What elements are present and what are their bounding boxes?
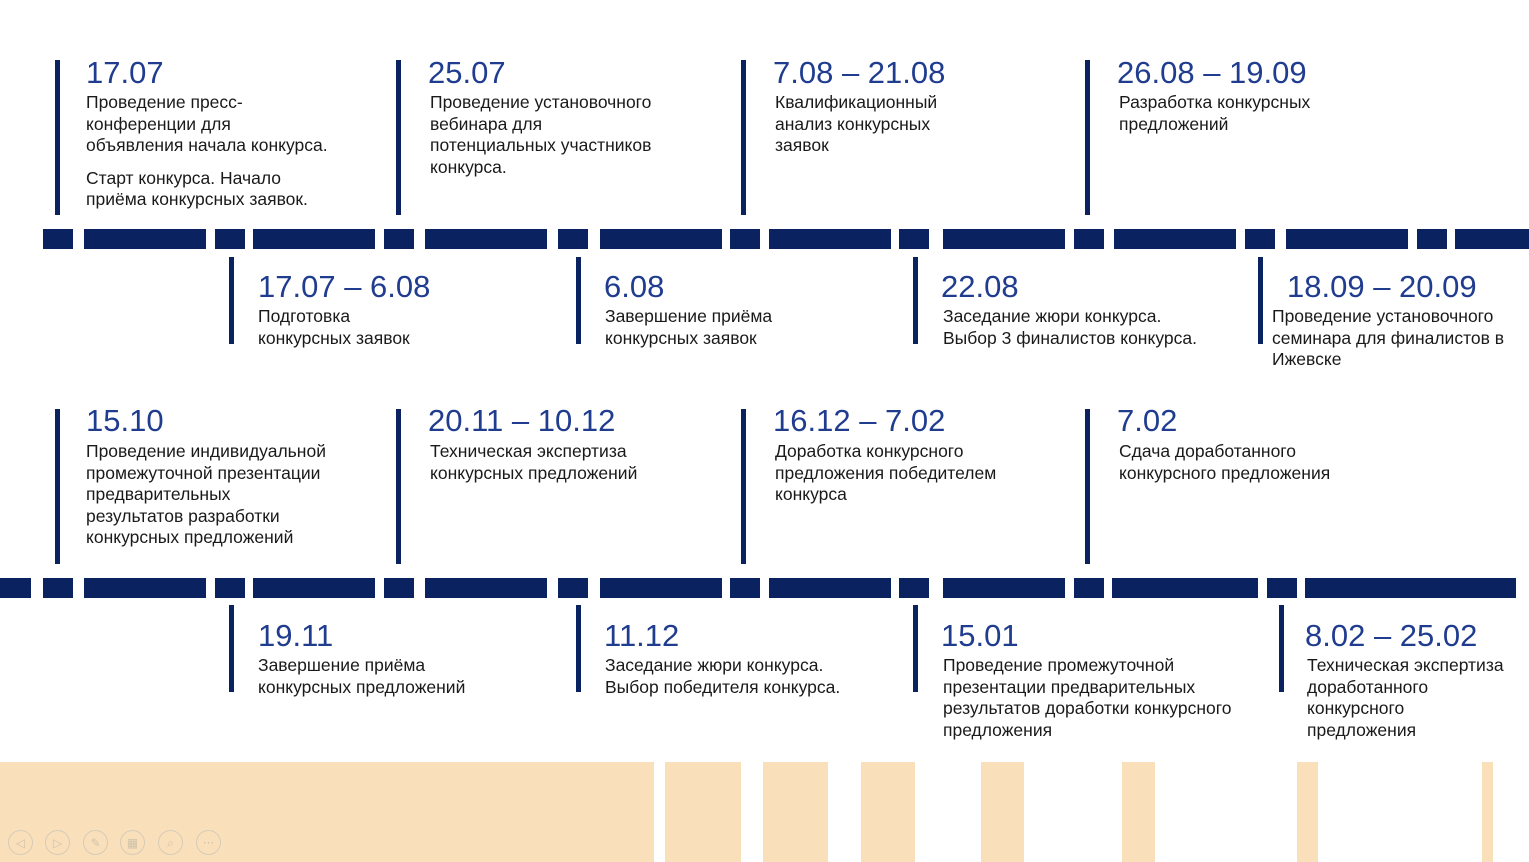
event-date: 7.08 – 21.08: [773, 55, 946, 90]
decor-block: [1482, 762, 1493, 862]
decor-block: [763, 762, 828, 862]
timeline-segment: [253, 578, 375, 598]
event-marker: [55, 60, 60, 215]
timeline-segment: [943, 578, 1065, 598]
event-date: 7.02: [1117, 403, 1178, 438]
event-marker: [229, 605, 234, 692]
timeline-segment: [600, 229, 722, 249]
timeline-segment: [215, 578, 245, 598]
timeline-segment: [943, 229, 1065, 249]
timeline-segment: [384, 229, 414, 249]
event-date: 8.02 – 25.02: [1305, 618, 1478, 653]
event-description: Проведение пресс- конференции для объявл…: [86, 92, 386, 222]
event-date: 18.09 – 20.09: [1287, 269, 1477, 304]
timeline-segment: [1114, 229, 1236, 249]
event-date: 26.08 – 19.09: [1117, 55, 1307, 90]
event-marker: [55, 409, 60, 564]
event-date: 17.07 – 6.08: [258, 269, 431, 304]
event-description: Техническая экспертиза конкурсных предло…: [430, 441, 638, 483]
event-description: Завершение приёма конкурсных предложений: [258, 655, 466, 697]
event-description: Подготовка конкурсных заявок: [258, 306, 410, 348]
event-date: 15.10: [86, 403, 164, 438]
event-description: Разработка конкурсных предложений: [1119, 92, 1311, 134]
timeline-segment: [769, 578, 891, 598]
event-date: 16.12 – 7.02: [773, 403, 946, 438]
timeline-segment: [425, 578, 547, 598]
timeline-segment: [384, 578, 414, 598]
timeline-segment: [1267, 578, 1297, 598]
zoom-icon[interactable]: ⌕: [158, 830, 183, 855]
pen-icon[interactable]: ✎: [83, 830, 108, 855]
event-marker: [396, 60, 401, 215]
timeline-segment: [43, 229, 73, 249]
event-date: 22.08: [941, 269, 1019, 304]
event-description: Квалификационный анализ конкурсных заяво…: [775, 92, 938, 155]
event-marker: [913, 605, 918, 692]
event-marker: [1258, 257, 1263, 344]
timeline-segment: [1305, 578, 1516, 598]
event-text-extra: Старт конкурса. Начало приёма конкурсных…: [86, 167, 308, 210]
timeline-segment: [0, 578, 31, 598]
timeline-segment: [1245, 229, 1275, 249]
timeline-segment: [558, 229, 588, 249]
decor-block: [0, 762, 654, 862]
event-marker: [229, 257, 234, 344]
timeline-segment: [1112, 578, 1258, 598]
event-marker: [913, 257, 918, 344]
timeline-segment: [558, 578, 588, 598]
timeline-segment: [253, 229, 375, 249]
event-marker: [576, 605, 581, 692]
event-date: 19.11: [258, 618, 334, 653]
decor-block: [1122, 762, 1155, 862]
decor-block: [1297, 762, 1318, 862]
timeline-segment: [1074, 229, 1104, 249]
event-description: Сдача доработанного конкурсного предложе…: [1119, 441, 1331, 483]
timeline-segment: [899, 578, 929, 598]
event-description: Заседание жюри конкурса. Выбор победител…: [605, 655, 841, 697]
decor-block: [665, 762, 741, 862]
event-text: Проведение пресс- конференции для объявл…: [86, 92, 328, 155]
event-description: Завершение приёма конкурсных заявок: [605, 306, 773, 348]
decor-block: [861, 762, 915, 862]
event-marker: [396, 409, 401, 564]
timeline-segment: [425, 229, 547, 249]
event-date: 25.07: [428, 55, 506, 90]
timeline-segment: [1074, 578, 1104, 598]
event-date: 15.01: [941, 618, 1019, 653]
event-marker: [576, 257, 581, 344]
event-description: Проведение установочного вебинара для по…: [430, 92, 652, 177]
event-marker: [1085, 409, 1090, 564]
decor-block: [981, 762, 1024, 862]
timeline-segment: [899, 229, 929, 249]
event-marker: [1085, 60, 1090, 215]
more-options-icon[interactable]: ···: [196, 830, 221, 855]
event-description: Доработка конкурсного предложения победи…: [775, 441, 997, 504]
event-description: Проведение установочного семинара для фи…: [1272, 306, 1505, 369]
timeline-segment: [215, 229, 245, 249]
event-marker: [741, 60, 746, 215]
timeline-segment: [43, 578, 73, 598]
event-marker: [1279, 605, 1284, 692]
event-date: 11.12: [604, 618, 680, 653]
event-date: 6.08: [604, 269, 665, 304]
slide-sorter-icon[interactable]: ▦: [120, 830, 145, 855]
event-marker: [741, 409, 746, 564]
timeline-segment: [600, 578, 722, 598]
timeline-segment: [730, 229, 760, 249]
timeline-segment: [84, 578, 206, 598]
event-description: Техническая экспертиза доработанного кон…: [1307, 655, 1504, 740]
event-description: Проведение индивидуальной промежуточной …: [86, 441, 326, 547]
event-date: 20.11 – 10.12: [428, 403, 616, 438]
previous-slide-icon[interactable]: ◁: [8, 830, 33, 855]
event-description: Проведение промежуточной презентации пре…: [943, 655, 1232, 740]
timeline-segment: [1455, 229, 1529, 249]
timeline-segment: [1417, 229, 1447, 249]
next-slide-icon[interactable]: ▷: [45, 830, 70, 855]
timeline-segment: [730, 578, 760, 598]
timeline-segment: [84, 229, 206, 249]
event-description: Заседание жюри конкурса. Выбор 3 финалис…: [943, 306, 1197, 348]
event-date: 17.07: [86, 55, 164, 90]
timeline-segment: [769, 229, 891, 249]
timeline-segment: [1286, 229, 1408, 249]
